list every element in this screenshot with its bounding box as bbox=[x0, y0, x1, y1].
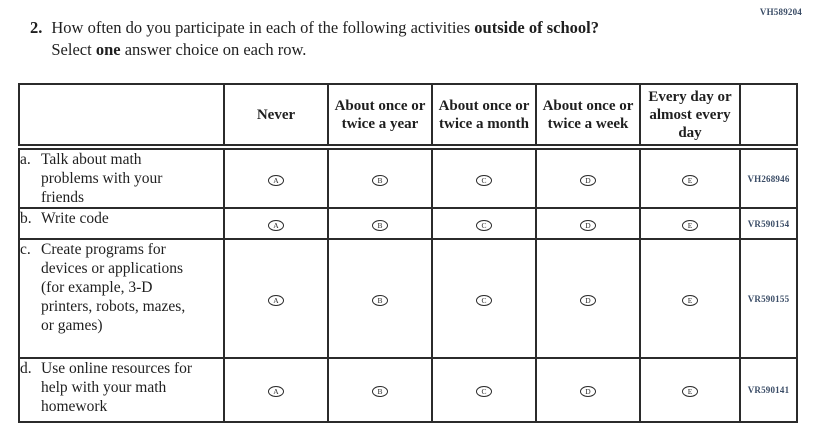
question-line1-text: How often do you participate in each of … bbox=[51, 18, 475, 37]
item-code: VR590141 bbox=[739, 357, 798, 423]
frequency-matrix-table: Never About once or twice a year About o… bbox=[18, 83, 798, 423]
answer-cell: D bbox=[535, 357, 641, 423]
row-label-cell: a. Talk about math problems with your fr… bbox=[18, 146, 225, 209]
table-row-d: d. Use online resources for help with yo… bbox=[18, 357, 798, 423]
answer-cell: B bbox=[327, 207, 433, 240]
row-letter: c. bbox=[20, 241, 31, 258]
answer-bubble-b[interactable]: B bbox=[372, 386, 388, 398]
table-row-b: b. Write code A B C D E VR590154 bbox=[18, 207, 798, 240]
answer-cell: D bbox=[535, 207, 641, 240]
answer-cell: E bbox=[639, 207, 741, 240]
answer-cell: B bbox=[327, 238, 433, 359]
answer-bubble-d[interactable]: D bbox=[580, 294, 596, 306]
column-header-never: Never bbox=[223, 83, 329, 150]
answer-bubble-e[interactable]: E bbox=[682, 294, 698, 306]
question-block: 2. How often do you participate in each … bbox=[30, 17, 690, 61]
table-row-a: a. Talk about math problems with your fr… bbox=[18, 146, 798, 209]
answer-cell: A bbox=[223, 146, 329, 209]
row-label: Create programs for devices or applicati… bbox=[41, 241, 186, 334]
answer-cell: C bbox=[431, 238, 537, 359]
row-label: Talk about math problems with your frien… bbox=[41, 151, 163, 206]
answer-bubble-d[interactable]: D bbox=[580, 386, 596, 398]
row-letter: b. bbox=[20, 210, 32, 227]
row-label: Write code bbox=[41, 210, 109, 227]
question-number: 2. bbox=[30, 18, 43, 37]
page-accession-code: VH589204 bbox=[759, 7, 802, 17]
item-code: VR590155 bbox=[739, 238, 798, 359]
answer-bubble-a[interactable]: A bbox=[268, 174, 284, 186]
answer-bubble-a[interactable]: A bbox=[268, 294, 284, 306]
row-letter: d. bbox=[20, 360, 32, 377]
answer-bubble-c[interactable]: C bbox=[476, 294, 492, 306]
answer-bubble-e[interactable]: E bbox=[682, 219, 698, 231]
answer-bubble-c[interactable]: C bbox=[476, 174, 492, 186]
header-row: Never About once or twice a year About o… bbox=[18, 83, 798, 150]
row-label-cell: b. Write code bbox=[18, 207, 225, 240]
column-header-month: About once or twice a month bbox=[431, 83, 537, 150]
answer-cell: A bbox=[223, 238, 329, 359]
answer-cell: C bbox=[431, 207, 537, 240]
column-header-year: About once or twice a year bbox=[327, 83, 433, 150]
answer-cell: E bbox=[639, 146, 741, 209]
answer-cell: C bbox=[431, 146, 537, 209]
answer-cell: D bbox=[535, 238, 641, 359]
answer-bubble-b[interactable]: B bbox=[372, 219, 388, 231]
code-column-header bbox=[739, 83, 798, 150]
column-header-everyday: Every day or almost every day bbox=[639, 83, 741, 150]
column-header-week: About once or twice a week bbox=[535, 83, 641, 150]
item-code: VR590154 bbox=[739, 207, 798, 240]
answer-cell: A bbox=[223, 357, 329, 423]
question-line2-bold: one bbox=[95, 40, 121, 59]
question-line1-bold: outside of school? bbox=[474, 18, 599, 37]
answer-bubble-b[interactable]: B bbox=[372, 174, 388, 186]
corner-cell bbox=[18, 83, 225, 150]
answer-cell: E bbox=[639, 357, 741, 423]
table-row-c: c. Create programs for devices or applic… bbox=[18, 238, 798, 359]
question-line2-rest: answer choice on each row. bbox=[120, 40, 307, 59]
answer-bubble-c[interactable]: C bbox=[476, 386, 492, 398]
answer-bubble-b[interactable]: B bbox=[372, 294, 388, 306]
answer-bubble-c[interactable]: C bbox=[476, 219, 492, 231]
question-line2-text: Select bbox=[51, 40, 96, 59]
answer-cell: A bbox=[223, 207, 329, 240]
row-letter: a. bbox=[20, 151, 31, 168]
answer-bubble-d[interactable]: D bbox=[580, 174, 596, 186]
question-text: How often do you participate in each of … bbox=[51, 17, 599, 61]
answer-bubble-a[interactable]: A bbox=[268, 219, 284, 231]
answer-cell: E bbox=[639, 238, 741, 359]
answer-cell: C bbox=[431, 357, 537, 423]
answer-cell: B bbox=[327, 357, 433, 423]
answer-bubble-a[interactable]: A bbox=[268, 386, 284, 398]
row-label-cell: c. Create programs for devices or applic… bbox=[18, 238, 225, 359]
answer-cell: D bbox=[535, 146, 641, 209]
row-label-cell: d. Use online resources for help with yo… bbox=[18, 357, 225, 423]
item-code: VH268946 bbox=[739, 146, 798, 209]
answer-cell: B bbox=[327, 146, 433, 209]
answer-bubble-d[interactable]: D bbox=[580, 219, 596, 231]
row-label: Use online resources for help with your … bbox=[41, 360, 193, 415]
answer-bubble-e[interactable]: E bbox=[682, 174, 698, 186]
answer-bubble-e[interactable]: E bbox=[682, 386, 698, 398]
